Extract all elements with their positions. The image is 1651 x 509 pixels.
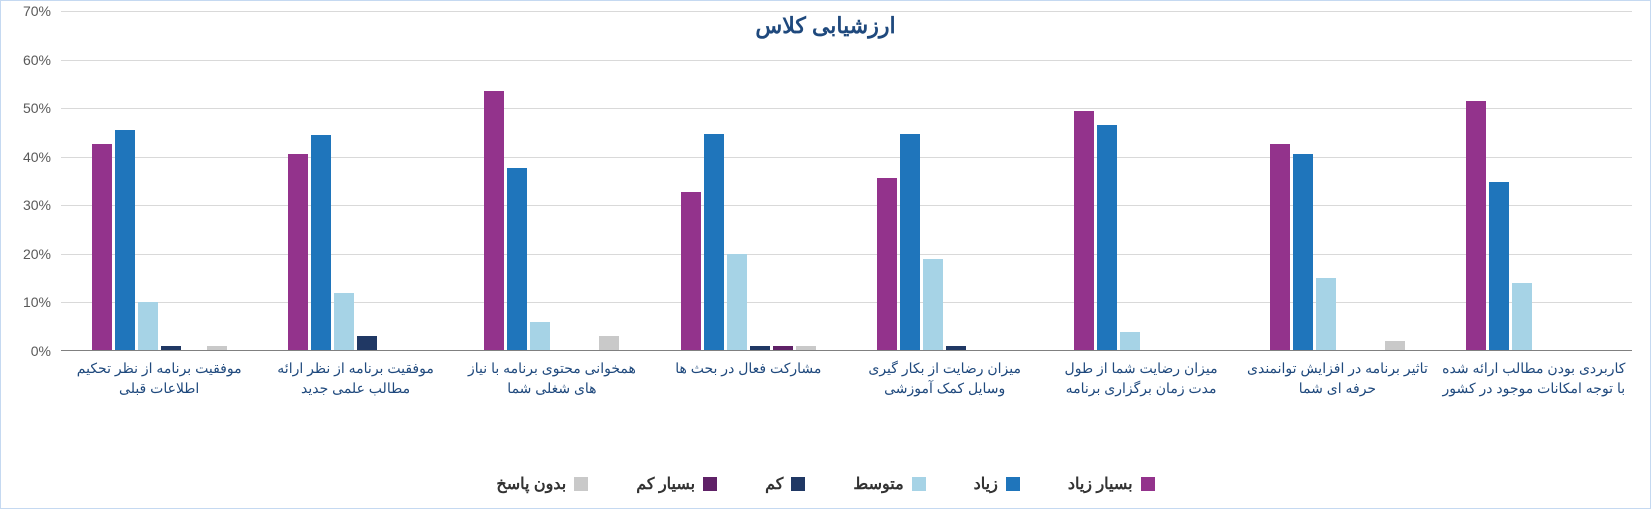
bar xyxy=(1512,283,1532,351)
category-label: مشارکت فعال در بحث ها xyxy=(650,359,846,439)
legend-item: متوسط xyxy=(853,474,925,494)
bar xyxy=(1270,144,1290,351)
y-tick-label: 40% xyxy=(1,149,51,165)
bar xyxy=(1120,332,1140,351)
bar xyxy=(484,91,504,351)
bar xyxy=(1074,111,1094,351)
bar-group xyxy=(847,11,1043,351)
legend-item: بسیار کم xyxy=(636,474,717,494)
category-label: میزان رضایت شما از طول مدت زمان برگزاری … xyxy=(1043,359,1239,439)
chart-container: ارزشیابی کلاس 0%10%20%30%40%50%60%70% مو… xyxy=(0,0,1651,509)
bar xyxy=(877,178,897,351)
chart-legend: بسیار زیاد زیاد متوسط کم بسیار کم بدون پاسخ xyxy=(1,474,1650,494)
bar-group xyxy=(61,11,257,351)
bar xyxy=(115,130,135,351)
bar-groups xyxy=(61,11,1632,351)
category-label: میزان رضایت از بکار گیری وسایل کمک آموزش… xyxy=(847,359,1043,439)
bar xyxy=(530,322,550,351)
bar xyxy=(727,254,747,351)
legend-label: زیاد xyxy=(974,474,998,494)
category-label: موفقیت برنامه از نظر تحکیم اطلاعات قبلی xyxy=(61,359,257,439)
bar xyxy=(923,259,943,351)
legend-label: متوسط xyxy=(853,474,903,494)
legend-item: زیاد xyxy=(974,474,1020,494)
legend-label: بدون پاسخ xyxy=(496,474,566,494)
bar-group xyxy=(454,11,650,351)
bar-group xyxy=(1436,11,1632,351)
bar-group xyxy=(1239,11,1435,351)
bar xyxy=(92,144,112,351)
legend-swatch xyxy=(791,477,805,491)
legend-swatch xyxy=(1006,477,1020,491)
bar xyxy=(1489,182,1509,351)
plot-area xyxy=(61,11,1632,351)
legend-label: بسیار زیاد xyxy=(1068,474,1133,494)
legend-swatch xyxy=(703,477,717,491)
y-tick-label: 60% xyxy=(1,52,51,68)
x-axis-baseline xyxy=(61,350,1632,351)
bar xyxy=(311,135,331,351)
legend-swatch xyxy=(574,477,588,491)
bar xyxy=(681,192,701,351)
bar xyxy=(138,302,158,351)
y-axis: 0%10%20%30%40%50%60%70% xyxy=(1,11,56,351)
legend-swatch xyxy=(912,477,926,491)
bar-group xyxy=(257,11,453,351)
bar xyxy=(1293,154,1313,351)
legend-item: کم xyxy=(765,474,805,494)
y-tick-label: 0% xyxy=(1,343,51,359)
bar xyxy=(1097,125,1117,351)
y-tick-label: 10% xyxy=(1,294,51,310)
bar xyxy=(599,336,619,351)
category-label: همخوانی محتوی برنامه با نیاز های شغلی شم… xyxy=(454,359,650,439)
category-label: کاربردی بودن مطالب ارائه شده با توجه امک… xyxy=(1436,359,1632,439)
bar xyxy=(288,154,308,351)
bar xyxy=(357,336,377,351)
bar xyxy=(900,134,920,351)
legend-label: کم xyxy=(765,474,783,494)
legend-item: بدون پاسخ xyxy=(496,474,588,494)
y-tick-label: 30% xyxy=(1,197,51,213)
category-label: موفقیت برنامه از نظر ارائه مطالب علمی جد… xyxy=(257,359,453,439)
bar xyxy=(1466,101,1486,351)
y-tick-label: 50% xyxy=(1,100,51,116)
bar xyxy=(507,168,527,351)
y-tick-label: 20% xyxy=(1,246,51,262)
bar xyxy=(1316,278,1336,351)
legend-item: بسیار زیاد xyxy=(1068,474,1155,494)
legend-label: بسیار کم xyxy=(636,474,695,494)
bar-group xyxy=(650,11,846,351)
category-label: تاثیر برنامه در افزایش توانمندی حرفه ای … xyxy=(1239,359,1435,439)
y-tick-label: 70% xyxy=(1,3,51,19)
bar xyxy=(704,134,724,351)
bar-group xyxy=(1043,11,1239,351)
legend-swatch xyxy=(1141,477,1155,491)
bar xyxy=(334,293,354,351)
x-axis-labels: موفقیت برنامه از نظر تحکیم اطلاعات قبلیم… xyxy=(61,359,1632,439)
